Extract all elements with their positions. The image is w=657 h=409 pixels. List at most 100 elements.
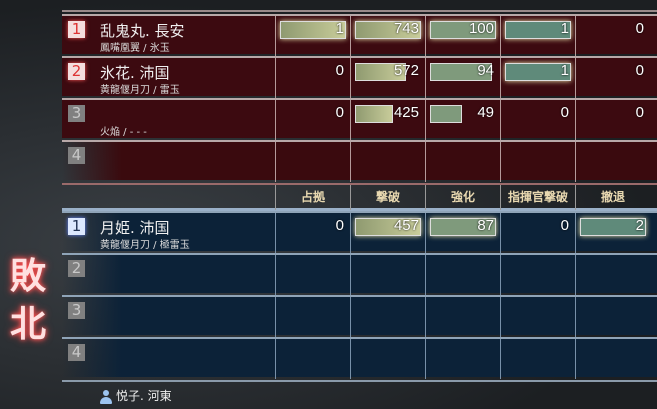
stat-cell <box>500 142 575 182</box>
stat-cell <box>500 297 575 337</box>
stat-bar <box>355 21 421 39</box>
stat-value: 49 <box>477 104 494 121</box>
stat-cell <box>275 255 350 295</box>
stat-value: 0 <box>635 104 644 121</box>
stat-cell <box>425 255 500 295</box>
stat-value: 425 <box>393 104 419 121</box>
weapon-info: 火焔 / - - - <box>100 127 147 138</box>
stat-value: 0 <box>560 104 569 121</box>
stat-cell: 1 <box>500 58 575 98</box>
rank-badge: 3 <box>68 105 85 122</box>
stat-cell: 572 <box>350 58 425 98</box>
stat-cell: 87 <box>425 213 500 253</box>
stat-value: 1 <box>560 62 569 79</box>
stat-cell: 0 <box>575 100 650 140</box>
player-name: 月姫. 沛国 <box>100 219 170 237</box>
weapon-info: 黄龍偃月刀 / 極雷玉 <box>100 240 190 251</box>
stat-cell <box>275 297 350 337</box>
player-row[interactable]: 3 <box>62 295 657 337</box>
rank-badge: 2 <box>68 63 85 80</box>
stat-value: 0 <box>335 217 344 234</box>
stat-value: 0 <box>560 217 569 234</box>
stat-cell <box>350 297 425 337</box>
stat-cell <box>575 297 650 337</box>
stat-cell: 0 <box>500 213 575 253</box>
rank-badge: 2 <box>68 260 85 277</box>
stat-cell: 0 <box>275 58 350 98</box>
stat-cell <box>500 339 575 379</box>
footer: 悦子. 河東 <box>62 380 657 409</box>
stat-value: 0 <box>335 62 344 79</box>
defeat-label: 敗北 <box>10 255 47 345</box>
stat-cell <box>425 142 500 182</box>
stat-value: 2 <box>635 217 644 234</box>
stat-value: 0 <box>635 20 644 37</box>
player-row[interactable]: 4 <box>62 337 657 379</box>
stat-value: 87 <box>477 217 494 234</box>
stat-cell <box>425 297 500 337</box>
player-row[interactable]: 1 乱鬼丸. 長安 鳳嘴凰翼 / 氷玉 1 743 100 1 0 <box>62 14 657 56</box>
stat-value: 94 <box>477 62 494 79</box>
stat-value: 100 <box>468 20 494 37</box>
stat-cell: 100 <box>425 16 500 56</box>
stat-cell: 425 <box>350 100 425 140</box>
stat-cell: 0 <box>500 100 575 140</box>
stat-bar <box>430 105 463 123</box>
stat-cell: 0 <box>275 213 350 253</box>
player-name: 氷花. 沛国 <box>100 64 170 82</box>
stat-bar <box>430 63 493 81</box>
column-header: 占拠 撃破 強化 指揮官撃破 撤退 <box>62 183 657 211</box>
player-row[interactable]: 1 月姫. 沛国 黄龍偃月刀 / 極雷玉 0 457 87 0 2 <box>62 211 657 253</box>
top-divider <box>62 10 657 14</box>
stat-cell <box>575 339 650 379</box>
weapon-info: 黄龍偃月刀 / 雷玉 <box>100 85 180 96</box>
stat-cell <box>275 339 350 379</box>
stat-value: 572 <box>393 62 419 79</box>
user-icon <box>100 389 112 404</box>
stat-bar <box>505 21 571 39</box>
stat-cell: 1 <box>275 16 350 56</box>
stat-bar <box>355 218 421 236</box>
stat-cell <box>575 255 650 295</box>
stat-cell: 0 <box>575 58 650 98</box>
player-row[interactable]: 2 氷花. 沛国 黄龍偃月刀 / 雷玉 0 572 94 1 0 <box>62 56 657 98</box>
stat-bar <box>280 21 346 39</box>
stat-cell <box>350 255 425 295</box>
stat-bar <box>355 105 393 123</box>
stat-value: 0 <box>635 62 644 79</box>
stat-value: 1 <box>335 20 344 37</box>
stat-cell: 49 <box>425 100 500 140</box>
stat-value: 0 <box>335 104 344 121</box>
stat-cell <box>575 142 650 182</box>
player-row[interactable]: 2 <box>62 253 657 295</box>
player-row[interactable]: 3 火焔 / - - - 0 425 49 0 0 <box>62 98 657 140</box>
stat-bar <box>580 218 646 236</box>
column-header-4: 撤退 <box>575 185 650 210</box>
player-info: 悦子. 河東 <box>100 387 172 404</box>
stat-cell <box>425 339 500 379</box>
stat-bar <box>430 21 496 39</box>
rank-badge: 3 <box>68 302 85 319</box>
stat-cell: 94 <box>425 58 500 98</box>
player-name: 悦子. 河東 <box>116 389 172 403</box>
rank-badge: 1 <box>68 21 85 38</box>
rank-badge: 4 <box>68 344 85 361</box>
column-header-0: 占拠 <box>275 185 350 210</box>
stat-cell: 1 <box>500 16 575 56</box>
stat-cell <box>500 255 575 295</box>
weapon-info: 鳳嘴凰翼 / 氷玉 <box>100 43 170 54</box>
stat-cell: 0 <box>575 16 650 56</box>
stat-cell: 0 <box>275 100 350 140</box>
player-name: 乱鬼丸. 長安 <box>100 22 185 40</box>
stat-bar <box>430 218 496 236</box>
stat-cell: 457 <box>350 213 425 253</box>
player-row[interactable]: 4 <box>62 140 657 182</box>
rank-badge: 4 <box>68 147 85 164</box>
stat-cell <box>275 142 350 182</box>
column-header-1: 撃破 <box>350 185 425 210</box>
stat-bar <box>505 63 571 81</box>
column-header-2: 強化 <box>425 185 500 210</box>
stat-cell <box>350 142 425 182</box>
column-header-3: 指揮官撃破 <box>500 185 575 210</box>
stat-cell <box>350 339 425 379</box>
